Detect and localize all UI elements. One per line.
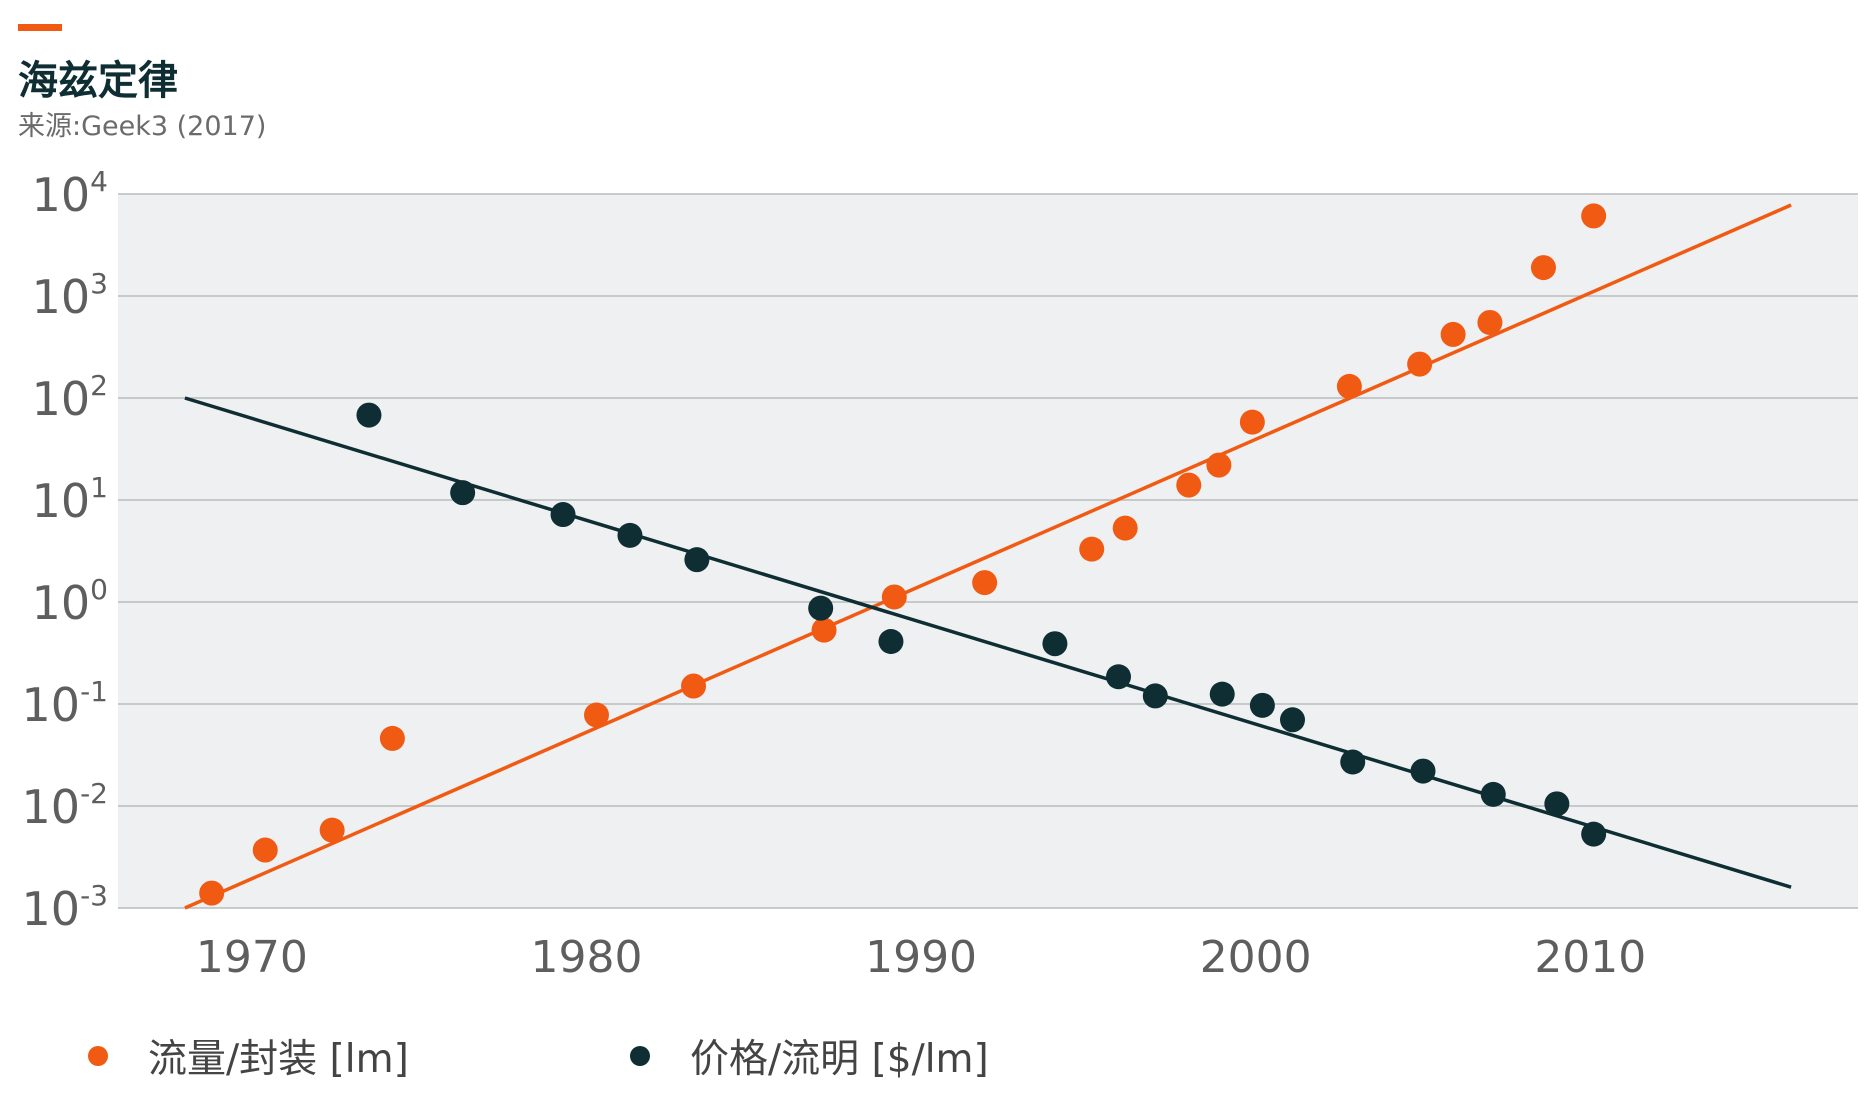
y-tick-label: 101 — [32, 471, 108, 528]
y-tick-label: 102 — [32, 369, 108, 426]
data-point-flux — [1079, 536, 1105, 562]
data-point-flux — [1336, 373, 1362, 399]
data-point-price — [1280, 707, 1305, 733]
data-point-flux — [1112, 515, 1138, 541]
data-point-flux — [681, 673, 707, 699]
data-point-price — [1340, 749, 1366, 775]
y-tick-label: 104 — [32, 165, 108, 222]
data-point-price — [1249, 692, 1275, 718]
x-tick-label: 1980 — [530, 932, 642, 983]
data-point-flux — [252, 837, 278, 863]
data-point-price — [617, 522, 643, 548]
data-point-flux — [1440, 321, 1466, 347]
data-point-flux — [379, 725, 405, 751]
data-point-price — [1544, 791, 1570, 817]
data-point-flux — [1407, 351, 1433, 377]
data-point-flux — [881, 584, 907, 610]
x-tick-label: 1970 — [196, 932, 308, 983]
data-point-flux — [584, 702, 609, 728]
chart-source: 来源:Geek3 (2017) — [18, 111, 267, 142]
legend-item-flux: 流量/封装 [lm] — [88, 1028, 409, 1084]
data-point-flux — [199, 880, 225, 906]
y-tick-label: 103 — [32, 267, 108, 324]
data-point-flux — [972, 570, 998, 596]
x-tick-label: 1990 — [865, 932, 977, 983]
data-point-flux — [1530, 255, 1556, 281]
title-accent-bar — [18, 24, 62, 31]
y-tick-label: 100 — [32, 573, 108, 630]
data-point-flux — [1239, 409, 1265, 435]
trend-line-flux — [184, 203, 1792, 910]
legend-label-price: 价格/流明 [$/lm] — [690, 1037, 989, 1082]
y-tick-label: 10-2 — [22, 777, 108, 834]
data-point-flux — [811, 617, 837, 643]
legend-item-price: 价格/流明 [$/lm] — [630, 1028, 989, 1084]
data-point-flux — [319, 817, 345, 843]
trend-line-price — [184, 396, 1792, 889]
data-point-price — [1106, 664, 1131, 690]
y-tick-label: 10-3 — [22, 879, 108, 936]
data-point-price — [1042, 631, 1068, 657]
data-point-price — [808, 595, 834, 621]
data-point-flux — [1477, 309, 1503, 335]
data-point-flux — [1581, 203, 1607, 229]
x-tick-label: 2000 — [1200, 932, 1312, 983]
data-point-price — [450, 480, 476, 506]
legend-marker-flux — [88, 1046, 108, 1066]
legend-marker-price — [630, 1046, 650, 1066]
chart-title: 海兹定律 — [18, 58, 178, 104]
data-point-price — [1142, 683, 1168, 709]
data-point-price — [1480, 781, 1506, 807]
plot-area — [118, 194, 1858, 908]
data-point-price — [356, 402, 382, 428]
data-point-price — [1581, 821, 1607, 847]
y-tick-label: 10-1 — [22, 675, 108, 732]
data-point-price — [1209, 681, 1235, 707]
data-point-flux — [1176, 472, 1202, 498]
data-point-price — [550, 502, 576, 528]
data-point-flux — [1206, 452, 1232, 478]
data-point-price — [684, 547, 710, 573]
legend-label-flux: 流量/封装 [lm] — [148, 1037, 409, 1082]
x-tick-label: 2010 — [1534, 932, 1646, 983]
data-point-price — [1410, 758, 1436, 784]
data-point-price — [878, 628, 904, 654]
